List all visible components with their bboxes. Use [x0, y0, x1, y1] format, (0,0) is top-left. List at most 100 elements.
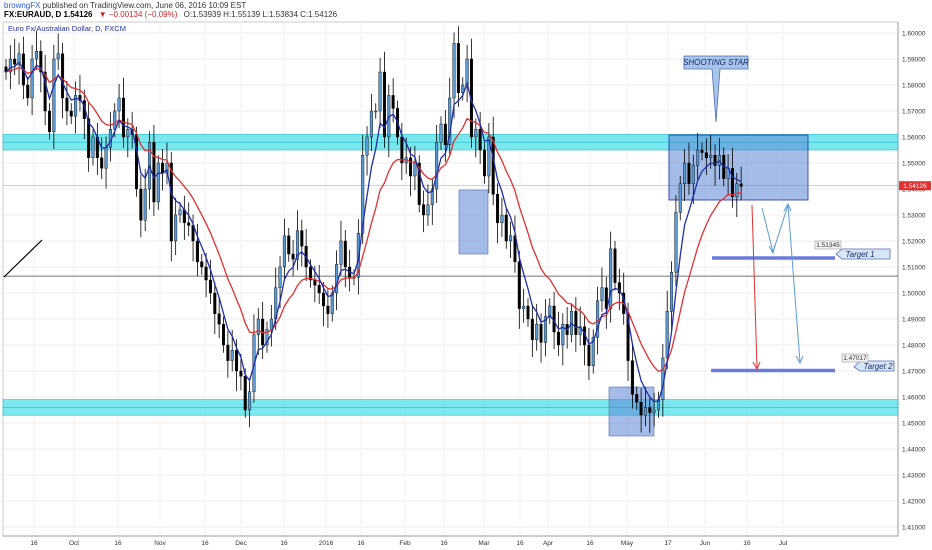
x-tick-label: Nov [154, 540, 166, 547]
candle-body [187, 222, 191, 226]
red-arrow-head [752, 361, 761, 371]
candle-body [526, 305, 530, 320]
candle-body [326, 305, 330, 315]
x-tick-label: Mar [478, 540, 490, 547]
shooting-star-label: SHOOTING STAR [683, 58, 749, 67]
y-tick-label: 1.52000 [902, 239, 926, 246]
candle-body [91, 136, 95, 158]
candle-body [696, 149, 700, 166]
candle-body [39, 51, 43, 73]
candle-body [670, 272, 674, 312]
x-tick-label: 17 [664, 540, 672, 547]
y-tick-label: 1.45000 [902, 421, 926, 428]
candle-body [248, 391, 252, 411]
candle-body [235, 350, 239, 372]
y-tick-label: 1.44000 [902, 447, 926, 454]
candle-body [713, 154, 717, 166]
last-price-tag: 1.54126 [899, 181, 931, 191]
candle-body [574, 311, 578, 335]
consolidation-box-feb [458, 189, 489, 255]
candle-body [8, 58, 12, 73]
candle-body [561, 324, 565, 346]
candle-body [461, 84, 465, 94]
x-tick-label: 16 [114, 540, 122, 547]
y-tick-label: 1.58000 [902, 83, 926, 90]
candle-body [239, 370, 243, 377]
y-tick-label: 1.55000 [902, 161, 926, 168]
symbol-line: FX:EURAUD, D 1.54126 ▼ −0.00134 (−0.09%)… [4, 10, 338, 19]
candle-body [604, 287, 608, 309]
x-tick-label: 2016 [319, 540, 334, 547]
candle-body [522, 305, 526, 309]
candle-body [282, 235, 286, 268]
x-tick-label: Feb [399, 540, 411, 547]
candle-body [287, 235, 291, 255]
candle-body [309, 266, 313, 281]
candle-body [30, 58, 34, 99]
candle-body [639, 402, 643, 416]
candle-body [543, 316, 547, 343]
candle-body [483, 149, 487, 177]
candle-body [217, 313, 221, 325]
candle-body [700, 149, 704, 153]
candle-body [530, 318, 534, 340]
candle-body [52, 58, 56, 133]
candle-body [243, 376, 247, 411]
candle-body [517, 261, 521, 309]
candle-body [635, 394, 639, 403]
y-tick-label: 1.48000 [902, 343, 926, 350]
candle-body [378, 71, 382, 112]
candle-body [687, 162, 691, 184]
candle-body [735, 183, 739, 198]
candle-body [652, 409, 656, 413]
candle-body [26, 84, 30, 99]
symbol-price: FX:EURAUD, D 1.54126 [4, 10, 93, 19]
target2-price: 1.47017 [843, 355, 867, 362]
y-tick-label: 1.50000 [902, 291, 926, 298]
y-tick-label: 1.56000 [902, 135, 926, 142]
target1-price: 1.51345 [816, 242, 840, 249]
blue-arrowhead-2 [783, 202, 792, 212]
candle-body [78, 95, 82, 101]
trend-line [3, 239, 43, 278]
x-tick-label: Oct [69, 540, 79, 547]
candle-body [439, 123, 443, 143]
shooting-star-callout[interactable]: SHOOTING STAR [683, 55, 749, 123]
candle-body [13, 58, 17, 65]
ohlc-values: O:1.53939 H:1.55139 L:1.53834 C:1.54126 [184, 10, 338, 19]
candle-body [391, 95, 395, 109]
y-tick-label: 1.41000 [902, 525, 926, 532]
candle-body [500, 214, 504, 224]
candle-body [704, 152, 708, 159]
candle-body [48, 110, 52, 132]
candle-body [113, 110, 117, 130]
candle-body [369, 110, 373, 138]
y-tick-label: 1.47000 [902, 369, 926, 376]
candle-body [465, 58, 469, 86]
y-tick-label: 1.42000 [902, 499, 926, 506]
candle-body [400, 136, 404, 164]
candle-body [643, 407, 647, 416]
candle-body [226, 344, 230, 361]
blue-arrowhead-3 [795, 355, 804, 365]
drawings-front [711, 202, 835, 373]
y-tick-label: 1.46000 [902, 395, 926, 402]
target1-callout[interactable]: Target 1 1.51345 [814, 240, 891, 260]
blue-path-line [761, 204, 801, 363]
candle-body [291, 253, 295, 260]
candle-body [278, 266, 282, 288]
candle-body [435, 141, 439, 190]
candle-body [56, 53, 60, 60]
candle-body [496, 193, 500, 223]
candle-body [256, 318, 260, 335]
candle-body [100, 157, 104, 169]
y-tick-label: 1.43000 [902, 473, 926, 480]
target2-callout[interactable]: Target 2 1.47017 [841, 353, 895, 372]
x-tick-label: 16 [440, 540, 448, 547]
candle-body [65, 97, 69, 112]
candle-body [422, 204, 426, 216]
author-name[interactable]: browngFX [4, 1, 41, 10]
candle-body [613, 248, 617, 283]
candle-body [600, 287, 604, 301]
